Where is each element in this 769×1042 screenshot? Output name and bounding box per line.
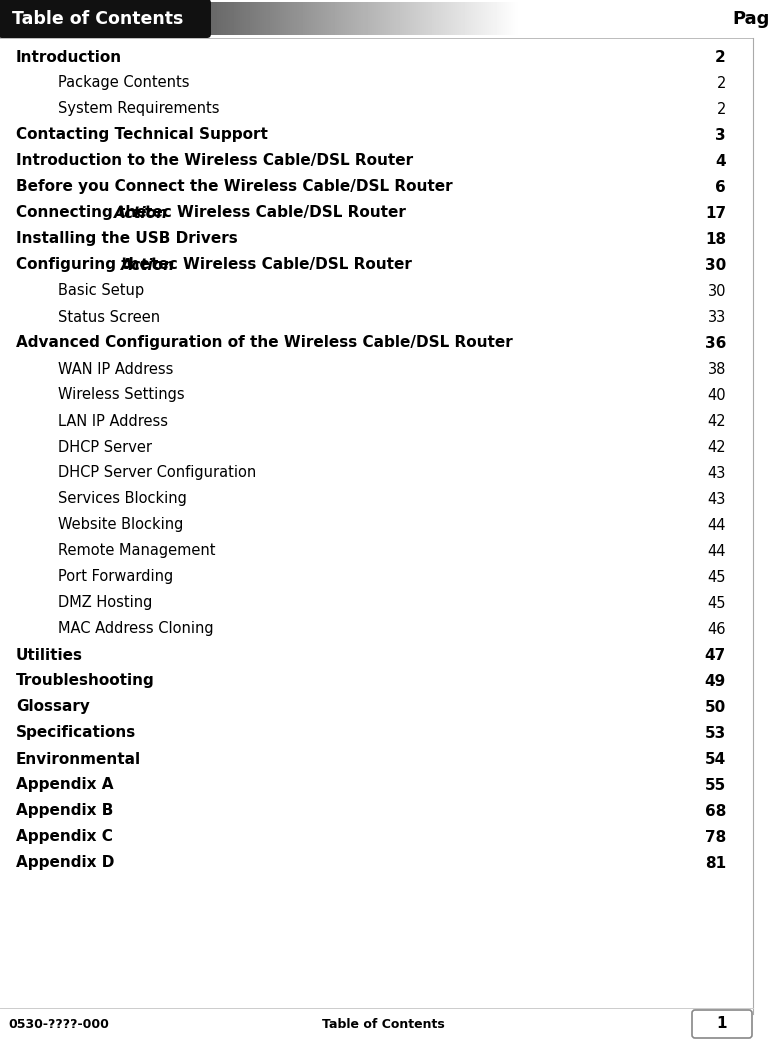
Text: Configuring the: Configuring the — [16, 257, 155, 273]
Text: 2: 2 — [715, 50, 726, 65]
Text: 45: 45 — [707, 595, 726, 611]
Text: 42: 42 — [707, 414, 726, 428]
Text: Glossary: Glossary — [16, 699, 90, 715]
Text: 68: 68 — [704, 803, 726, 819]
Text: Remote Management: Remote Management — [58, 544, 215, 559]
Text: 30: 30 — [704, 257, 726, 273]
Text: Introduction: Introduction — [16, 50, 122, 65]
Text: Appendix C: Appendix C — [16, 829, 113, 844]
Text: 2: 2 — [717, 75, 726, 91]
Text: WAN IP Address: WAN IP Address — [58, 362, 173, 376]
Text: Specifications: Specifications — [16, 725, 136, 741]
Text: 43: 43 — [707, 492, 726, 506]
Text: tec Wireless Cable/DSL Router: tec Wireless Cable/DSL Router — [145, 205, 406, 221]
Text: Package Contents: Package Contents — [58, 75, 189, 91]
Text: DMZ Hosting: DMZ Hosting — [58, 595, 152, 611]
Text: 78: 78 — [704, 829, 726, 844]
Text: 46: 46 — [707, 621, 726, 637]
Text: Appendix D: Appendix D — [16, 855, 115, 870]
Text: Services Blocking: Services Blocking — [58, 492, 187, 506]
Text: 50: 50 — [704, 699, 726, 715]
FancyBboxPatch shape — [692, 1010, 752, 1038]
Text: Page: Page — [732, 9, 769, 27]
Text: 33: 33 — [707, 309, 726, 324]
Text: 55: 55 — [704, 777, 726, 793]
Text: 18: 18 — [705, 231, 726, 247]
Text: 1: 1 — [717, 1017, 727, 1032]
Text: 53: 53 — [704, 725, 726, 741]
Text: 17: 17 — [705, 205, 726, 221]
Text: Action: Action — [114, 205, 168, 221]
Text: Connecting the: Connecting the — [16, 205, 151, 221]
Text: 47: 47 — [704, 647, 726, 663]
Text: 3: 3 — [715, 127, 726, 143]
Text: 30: 30 — [707, 283, 726, 298]
Text: 44: 44 — [707, 518, 726, 532]
Text: System Requirements: System Requirements — [58, 101, 219, 117]
Text: Utilities: Utilities — [16, 647, 83, 663]
Text: 38: 38 — [707, 362, 726, 376]
Text: 42: 42 — [707, 440, 726, 454]
Text: Status Screen: Status Screen — [58, 309, 160, 324]
Text: Environmental: Environmental — [16, 751, 141, 767]
Text: DHCP Server Configuration: DHCP Server Configuration — [58, 466, 256, 480]
Text: 43: 43 — [707, 466, 726, 480]
Text: 6: 6 — [715, 179, 726, 195]
Text: Wireless Settings: Wireless Settings — [58, 388, 185, 402]
Text: Installing the USB Drivers: Installing the USB Drivers — [16, 231, 238, 247]
Text: 0530-????-000: 0530-????-000 — [8, 1017, 109, 1031]
Text: Advanced Configuration of the Wireless Cable/DSL Router: Advanced Configuration of the Wireless C… — [16, 336, 513, 350]
Text: Introduction to the Wireless Cable/DSL Router: Introduction to the Wireless Cable/DSL R… — [16, 153, 413, 169]
Text: 4: 4 — [715, 153, 726, 169]
Text: Table of Contents: Table of Contents — [12, 9, 183, 27]
Text: Port Forwarding: Port Forwarding — [58, 570, 173, 585]
Text: Table of Contents: Table of Contents — [321, 1017, 444, 1031]
Text: 2: 2 — [717, 101, 726, 117]
Text: Troubleshooting: Troubleshooting — [16, 673, 155, 689]
Text: Before you Connect the Wireless Cable/DSL Router: Before you Connect the Wireless Cable/DS… — [16, 179, 453, 195]
Text: 49: 49 — [704, 673, 726, 689]
Text: 54: 54 — [704, 751, 726, 767]
Text: Contacting Technical Support: Contacting Technical Support — [16, 127, 268, 143]
Text: 40: 40 — [707, 388, 726, 402]
Text: Website Blocking: Website Blocking — [58, 518, 183, 532]
Text: MAC Address Cloning: MAC Address Cloning — [58, 621, 214, 637]
Text: 81: 81 — [705, 855, 726, 870]
Text: Action: Action — [121, 257, 175, 273]
Text: DHCP Server: DHCP Server — [58, 440, 152, 454]
FancyBboxPatch shape — [0, 0, 211, 38]
Text: LAN IP Address: LAN IP Address — [58, 414, 168, 428]
Text: Appendix B: Appendix B — [16, 803, 113, 819]
Text: tec Wireless Cable/DSL Router: tec Wireless Cable/DSL Router — [151, 257, 412, 273]
Text: 45: 45 — [707, 570, 726, 585]
Text: Basic Setup: Basic Setup — [58, 283, 144, 298]
Text: Appendix A: Appendix A — [16, 777, 114, 793]
Text: 36: 36 — [704, 336, 726, 350]
Text: 44: 44 — [707, 544, 726, 559]
